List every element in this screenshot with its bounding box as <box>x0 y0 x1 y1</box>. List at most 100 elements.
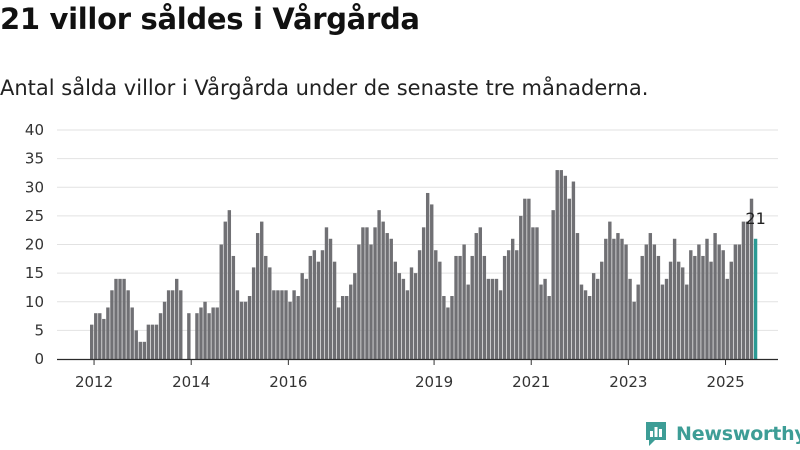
bar <box>231 255 236 359</box>
bar <box>146 324 151 359</box>
bar <box>308 255 312 359</box>
bar <box>587 296 592 359</box>
bar <box>551 210 555 359</box>
bar <box>604 238 608 359</box>
bar <box>450 296 454 359</box>
bar <box>620 238 624 359</box>
y-tick-label: 0 <box>34 350 44 368</box>
bar <box>733 244 738 359</box>
bar <box>324 227 329 359</box>
bar <box>316 261 321 359</box>
bar <box>373 227 377 359</box>
bar <box>304 278 308 359</box>
bar <box>162 301 167 359</box>
bar <box>567 198 572 359</box>
bar <box>170 290 175 359</box>
bar <box>660 284 665 359</box>
bar <box>413 273 418 360</box>
bar <box>381 221 385 359</box>
bar <box>397 273 402 360</box>
brand-name: Newsworthy <box>676 423 800 445</box>
bar <box>701 255 705 359</box>
bar <box>122 278 126 359</box>
bar <box>656 255 661 359</box>
y-tick-label: 15 <box>25 264 44 282</box>
bar <box>336 307 341 359</box>
newsworthy-logo: Newsworthy <box>644 419 800 449</box>
bar <box>676 261 681 359</box>
bar <box>268 267 272 359</box>
bar <box>737 244 742 359</box>
bar <box>211 307 215 359</box>
x-axis-tick-labels: 2012 2014 2016 2019 2021 2023 2025 <box>75 359 745 391</box>
bar <box>138 341 142 359</box>
bar <box>531 227 535 359</box>
x-tick-label: 2025 <box>706 373 744 391</box>
bar <box>142 341 147 359</box>
x-tick-label: 2016 <box>269 373 307 391</box>
bar <box>264 255 268 359</box>
bar <box>199 307 203 359</box>
bar <box>365 227 369 359</box>
bar <box>717 244 721 359</box>
bar <box>494 278 499 359</box>
y-tick-label: 40 <box>25 121 44 139</box>
bar <box>539 284 543 359</box>
bar <box>272 290 276 359</box>
bar <box>458 255 462 359</box>
bar <box>446 307 450 359</box>
bar <box>583 290 588 359</box>
bar <box>664 278 669 359</box>
gridlines <box>57 129 778 331</box>
x-tick-label: 2014 <box>172 373 210 391</box>
bar <box>215 307 219 359</box>
bar <box>579 284 584 359</box>
y-tick-label: 10 <box>25 293 44 311</box>
bar <box>543 278 547 359</box>
bar <box>547 296 551 359</box>
bar <box>474 233 478 359</box>
bar <box>709 261 713 359</box>
bar <box>725 278 729 359</box>
bar <box>260 221 264 359</box>
bar <box>705 238 709 359</box>
last-bar-data-label: 21 <box>745 209 765 228</box>
bar <box>118 278 122 359</box>
bar <box>555 170 559 359</box>
bar <box>284 290 288 359</box>
bar <box>401 278 406 359</box>
bar <box>652 244 657 359</box>
bar <box>596 278 600 359</box>
bar <box>697 244 701 359</box>
bar <box>575 233 580 359</box>
bar <box>239 301 244 359</box>
bar <box>227 210 232 359</box>
chart-title: 21 villor såldes i Vårgårda <box>0 2 420 36</box>
bar <box>223 221 227 359</box>
bar <box>442 296 446 359</box>
bar <box>745 221 750 359</box>
bar <box>207 313 211 359</box>
bar <box>490 278 495 359</box>
bar <box>389 238 393 359</box>
bar <box>102 318 106 359</box>
bar <box>591 273 596 360</box>
bar <box>628 278 632 359</box>
x-tick-label: 2021 <box>512 373 550 391</box>
bar <box>523 198 527 359</box>
bar <box>349 284 353 359</box>
bar <box>300 273 304 360</box>
y-tick-label: 30 <box>25 178 44 196</box>
bar-series <box>90 170 758 360</box>
bar <box>106 307 110 359</box>
bar <box>405 290 410 359</box>
x-tick-label: 2012 <box>75 373 113 391</box>
bar <box>369 244 373 359</box>
bar <box>175 278 179 359</box>
bar <box>648 233 653 359</box>
bar <box>114 278 118 359</box>
y-tick-label: 25 <box>25 207 44 225</box>
bar <box>498 290 503 359</box>
bar <box>126 290 130 359</box>
